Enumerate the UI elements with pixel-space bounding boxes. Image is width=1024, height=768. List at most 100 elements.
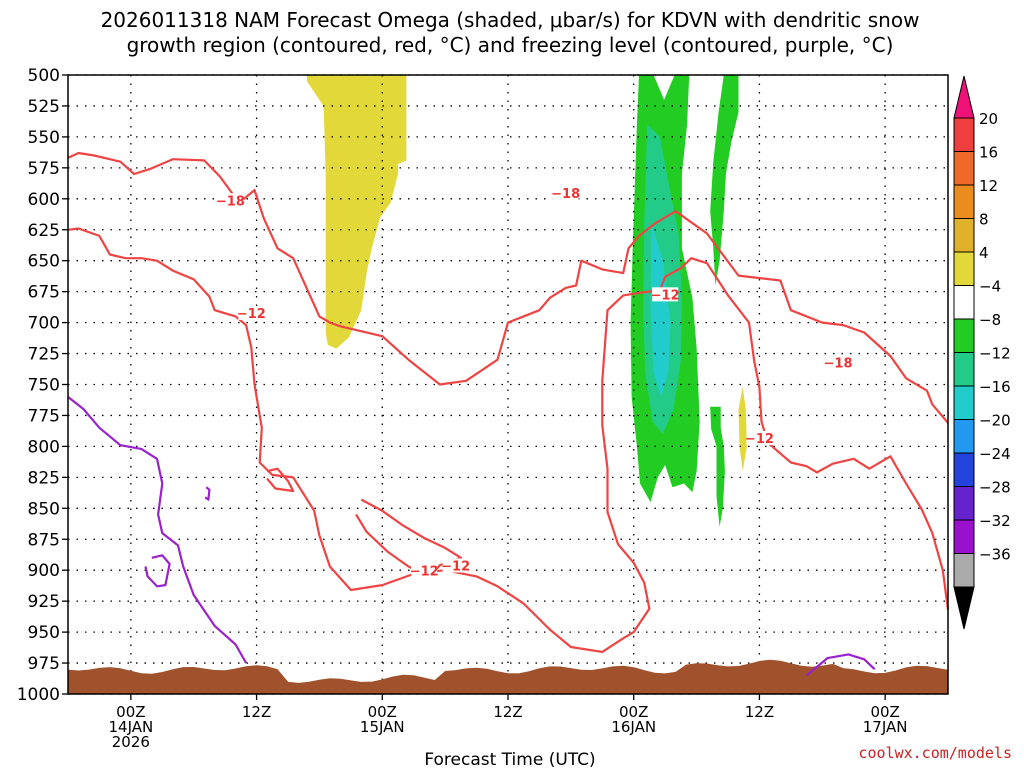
colorbar-band-8 — [953, 385, 975, 420]
y-tick-800: 800 — [28, 437, 60, 457]
y-tick-575: 575 — [28, 159, 60, 179]
colorbar-bottom-triangle — [953, 586, 975, 630]
freezing-loop-b — [204, 486, 211, 501]
colorbar-label-9: −20 — [979, 412, 1011, 430]
chart-title-line-2: growth region (contoured, red, °C) and f… — [127, 33, 894, 57]
colorbar-band-1 — [953, 151, 975, 186]
x-tick-0-0: 00Z — [116, 703, 145, 721]
grid-lines — [68, 74, 948, 695]
y-tick-750: 750 — [28, 376, 60, 396]
contour-label-bg — [238, 305, 265, 320]
x-tick-0-1: 14JAN — [108, 718, 153, 736]
omega-positive-4-8-b — [738, 387, 747, 472]
omega-negative-4-8-c — [710, 406, 725, 527]
freezing-level — [67, 396, 248, 664]
y-tick-600: 600 — [28, 190, 60, 210]
y-tick-650: 650 — [28, 252, 60, 272]
credit-text: coolwx.com/models — [858, 744, 1012, 762]
dendritic-lower — [67, 227, 950, 654]
colorbar-label-7: −12 — [979, 345, 1011, 363]
contour-label-2: −18 — [551, 187, 580, 202]
x-tick-72-0: 00Z — [870, 703, 899, 721]
terrain-layer — [68, 659, 948, 694]
colorbar-band-0 — [953, 117, 975, 152]
omega-negative-4-8-b — [710, 75, 739, 286]
contour-label-bg — [442, 558, 469, 573]
colorbar-label-0: 20 — [979, 110, 998, 128]
y-tick-975: 975 — [28, 654, 60, 674]
colorbar-label-13: −36 — [979, 546, 1011, 564]
omega-positive-4-8 — [306, 75, 407, 349]
colorbar-label-4: 4 — [979, 244, 989, 262]
colorbar-label-12: −32 — [979, 512, 1011, 530]
x-tick-12-0: 12Z — [242, 703, 271, 721]
colorbar-band-7 — [953, 352, 975, 387]
x-tick-48-0: 00Z — [619, 703, 648, 721]
y-tick-725: 725 — [28, 345, 60, 365]
y-tick-775: 775 — [28, 406, 60, 426]
y-tick-525: 525 — [28, 97, 60, 117]
contour-label-4: −12 — [410, 564, 439, 579]
omega-shading-layer — [306, 75, 747, 527]
y-axis: 500 525 550 575 600 625 650 675 700 725 750 775 800 8… — [17, 66, 68, 705]
colorbar-label-10: −24 — [979, 445, 1011, 463]
contour-label-bg — [652, 287, 679, 302]
colorbar-band-5 — [953, 285, 975, 320]
contour-lines — [67, 151, 950, 677]
y-tick-825: 825 — [28, 468, 60, 488]
colorbar-band-3 — [953, 218, 975, 253]
colorbar-label-5: −4 — [979, 278, 1001, 296]
y-tick-1000: 1000 — [17, 685, 60, 705]
x-tick-36-0: 12Z — [493, 703, 522, 721]
colorbar-band-2 — [953, 184, 975, 219]
contour-label-bg — [746, 430, 773, 445]
y-tick-550: 550 — [28, 128, 60, 148]
y-tick-700: 700 — [28, 314, 60, 334]
contour-label-0: −18 — [216, 194, 245, 209]
y-tick-950: 950 — [28, 623, 60, 643]
chart-title-line-1: 2026011318 NAM Forecast Omega (shaded, μ… — [101, 8, 920, 32]
y-tick-850: 850 — [28, 499, 60, 519]
colorbar-label-8: −16 — [979, 378, 1011, 396]
colorbar-label-3: 8 — [979, 211, 989, 229]
dendritic-upper-left — [67, 151, 949, 424]
colorbar-band-12 — [953, 519, 975, 554]
freezing-loop-a — [144, 554, 171, 588]
y-tick-625: 625 — [28, 221, 60, 241]
x-tick-60-0: 12Z — [745, 703, 774, 721]
contour-label-bg — [411, 563, 438, 578]
colorbar-band-9 — [953, 419, 975, 454]
contour-label-3: −12 — [651, 288, 680, 303]
contour-label-bg — [552, 185, 579, 200]
x-tick-48-1: 16JAN — [611, 718, 656, 736]
x-axis-label: Forecast Time (UTC) — [424, 750, 595, 768]
colorbar-top-triangle — [953, 75, 975, 119]
y-tick-875: 875 — [28, 530, 60, 550]
freezing-bottom-right — [805, 653, 876, 677]
colorbar-label-6: −8 — [979, 311, 1001, 329]
y-tick-925: 925 — [28, 592, 60, 612]
colorbar: 20 16 12 8 4 −4 −8 −12 −16 −20 −24 −28 −32 −36 — [953, 75, 1011, 630]
contour-labels: −18−12−18−12−12 −12−18−12 — [216, 185, 853, 579]
dendritic-small-loop-a — [266, 467, 295, 493]
colorbar-band-6 — [953, 318, 975, 353]
colorbar-band-4 — [953, 251, 975, 286]
contour-label-bg — [825, 355, 851, 370]
colorbar-label-1: 16 — [979, 144, 998, 162]
contour-label-bg — [217, 193, 244, 208]
colorbar-label-2: 12 — [979, 177, 998, 195]
y-tick-900: 900 — [28, 561, 60, 581]
x-tick-24-0: 00Z — [368, 703, 397, 721]
x-tick-24-1: 15JAN — [360, 718, 405, 736]
colorbar-band-11 — [953, 486, 975, 521]
x-tick-0-2: 2026 — [112, 733, 150, 751]
contour-label-7: −12 — [745, 432, 774, 447]
surface-ground — [68, 659, 948, 694]
contour-label-6: −18 — [824, 356, 853, 371]
contour-label-1: −12 — [237, 307, 266, 322]
contour-label-5: −12 — [441, 559, 470, 574]
colorbar-label-11: −28 — [979, 479, 1011, 497]
y-tick-675: 675 — [28, 283, 60, 303]
